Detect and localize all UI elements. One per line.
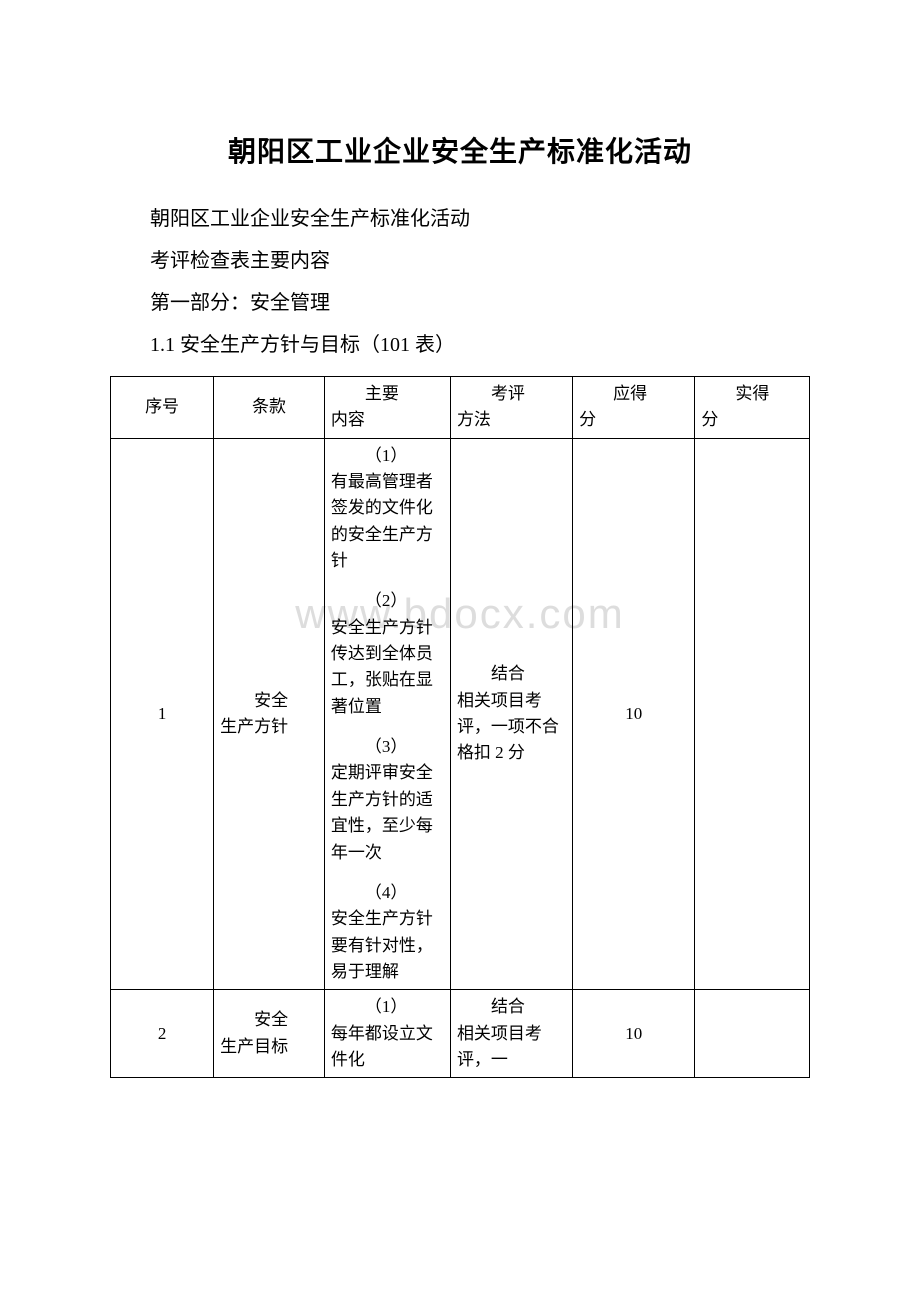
cell-clause-rest: 生产方针 <box>220 717 288 736</box>
paragraph: 1.1 安全生产方针与目标（101 表） <box>110 324 810 366</box>
item-text: 定期评审安全生产方针的适宜性，至少每年一次 <box>331 763 433 861</box>
col-header-method-lead: 考评 <box>457 381 566 407</box>
item-lead: （4） <box>331 880 444 906</box>
item-text: 安全生产方针传达到全体员工，张贴在显著位置 <box>331 618 433 716</box>
cell-clause: 安全 生产目标 <box>214 990 325 1078</box>
col-header-actual-rest: 分 <box>701 410 718 429</box>
cell-method: 结合 相关项目考评，一项不合格扣 2 分 <box>450 438 572 990</box>
cell-seq: 1 <box>111 438 214 990</box>
evaluation-table: 序号 条款 主要 内容 考评 方法 应得 分 实得 分 <box>110 376 810 1078</box>
cell-method-rest: 相关项目考评，一 <box>457 1024 542 1069</box>
col-header-expected: 应得 分 <box>573 377 695 439</box>
item-lead: （1） <box>331 443 444 469</box>
cell-actual-score <box>695 990 810 1078</box>
cell-expected-score: 10 <box>573 438 695 990</box>
document-title: 朝阳区工业企业安全生产标准化活动 <box>110 130 810 170</box>
cell-expected-score: 10 <box>573 990 695 1078</box>
item-lead: （1） <box>331 994 444 1020</box>
col-header-seq: 序号 <box>111 377 214 439</box>
cell-method-lead: 结合 <box>457 994 566 1020</box>
item-text: 安全生产方针要有针对性，易于理解 <box>331 909 433 981</box>
cell-clause-lead: 安全 <box>220 688 318 714</box>
col-header-main-lead: 主要 <box>331 381 444 407</box>
item-text: 每年都设立文件化 <box>331 1024 433 1069</box>
item-lead: （3） <box>331 734 444 760</box>
item-text: 有最高管理者签发的文件化的安全生产方针 <box>331 472 433 570</box>
cell-clause-lead: 安全 <box>220 1007 318 1033</box>
table-header-row: 序号 条款 主要 内容 考评 方法 应得 分 实得 分 <box>111 377 810 439</box>
cell-actual-score <box>695 438 810 990</box>
paragraph: 朝阳区工业企业安全生产标准化活动 <box>110 198 810 240</box>
cell-method-rest: 相关项目考评，一项不合格扣 2 分 <box>457 691 559 763</box>
col-header-actual: 实得 分 <box>695 377 810 439</box>
col-header-method-rest: 方法 <box>457 410 491 429</box>
item-lead: （2） <box>331 588 444 614</box>
cell-main-content: （1） 每年都设立文件化 <box>324 990 450 1078</box>
cell-main-content: （1） 有最高管理者签发的文件化的安全生产方针 （2） 安全生产方针传达到全体员… <box>324 438 450 990</box>
table-row: 2 安全 生产目标 （1） 每年都设立文件化 结合 相关项目考评，一 10 <box>111 990 810 1078</box>
paragraph: 第一部分：安全管理 <box>110 282 810 324</box>
cell-clause: 安全 生产方针 <box>214 438 325 990</box>
cell-method-lead: 结合 <box>457 661 566 687</box>
col-header-method: 考评 方法 <box>450 377 572 439</box>
col-header-expected-rest: 分 <box>579 410 596 429</box>
table-row: 1 安全 生产方针 （1） 有最高管理者签发的文件化的安全生产方针 （2） 安全… <box>111 438 810 990</box>
cell-clause-rest: 生产目标 <box>220 1037 288 1056</box>
cell-method: 结合 相关项目考评，一 <box>450 990 572 1078</box>
col-header-expected-lead: 应得 <box>579 381 688 407</box>
col-header-clause: 条款 <box>214 377 325 439</box>
col-header-main: 主要 内容 <box>324 377 450 439</box>
col-header-actual-lead: 实得 <box>701 381 803 407</box>
cell-seq: 2 <box>111 990 214 1078</box>
col-header-main-rest: 内容 <box>331 410 365 429</box>
paragraph: 考评检查表主要内容 <box>110 240 810 282</box>
